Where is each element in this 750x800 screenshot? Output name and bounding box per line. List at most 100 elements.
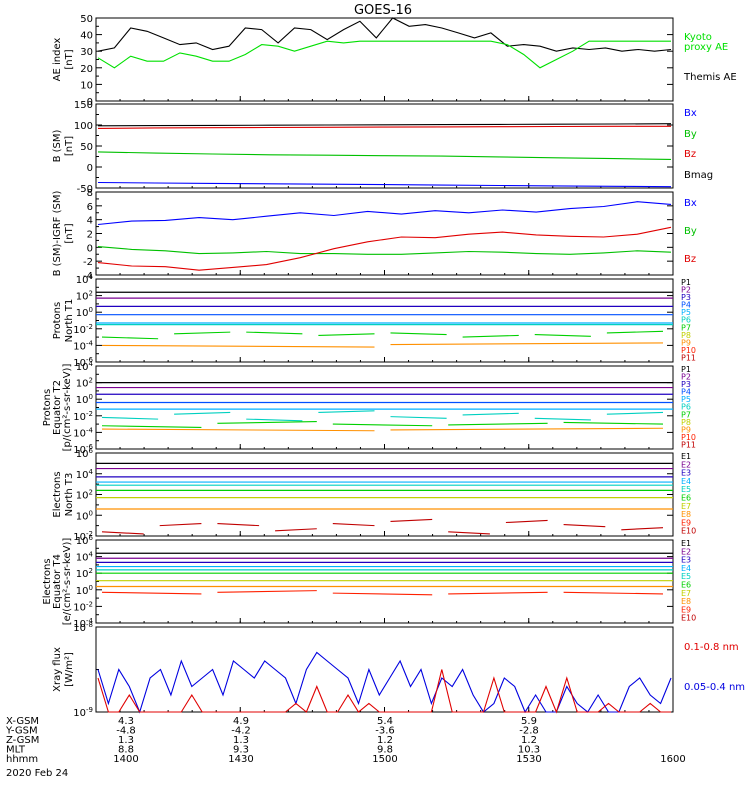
legend-pt1-p10: P10 [681, 346, 696, 355]
y-tick-label-bigrf-1: -2 [83, 257, 93, 268]
footer-value-hhmm-2: 1500 [372, 754, 397, 765]
series-et3-e10-seg-2 [217, 523, 260, 527]
series-pt2-p9-seg-0 [101, 428, 375, 432]
footer-value-y-gsm-0: -4.8 [116, 726, 136, 737]
legend-et3-e10: E10 [681, 527, 696, 536]
series-bsm-by [97, 151, 672, 160]
y-axis-label-xray-1: [W/m²] [64, 652, 75, 687]
legend-xray-0-05-0-4-nm: 0.05-0.4 nm [684, 682, 745, 693]
y-tick-label-bsm-2: 50 [80, 142, 93, 153]
series-et3-e10-seg-4 [332, 523, 375, 527]
y-tick-label-bigrf-0: -4 [83, 271, 93, 282]
y-axis-label-ae-0: AE index [52, 38, 63, 82]
panel-frame-ae [95, 17, 674, 102]
legend-et4-e7: E7 [681, 589, 691, 598]
legend-bsm-bx: Bx [684, 108, 697, 119]
y-tick-label-et3-4: 106 [76, 447, 94, 460]
y-axis-label-et3-1: North T3 [64, 473, 75, 517]
legend-ae-proxy-ae: proxy AE [684, 42, 728, 53]
series-ae-themis-ae [97, 17, 672, 52]
footer-value-hhmm-1: 1430 [228, 754, 253, 765]
series-pt2-p6-seg-0 [101, 416, 159, 420]
y-tick-label-bsm-0: -50 [77, 184, 93, 195]
y-axis-label-pt1-0: Protons [52, 302, 63, 339]
series-et3-e10-seg-8 [563, 524, 606, 528]
legend-pt1-p11: P11 [681, 353, 696, 362]
y-tick-label-bsm-1: 0 [87, 163, 93, 174]
series-pt2-p6-seg-3 [318, 410, 375, 414]
legend-pt2-p1: P1 [681, 365, 691, 374]
y-axis-label-bsm-1: [nT] [64, 136, 75, 156]
footer-label-x-gsm: X-GSM [6, 716, 39, 727]
y-tick-label-bsm-3: 100 [74, 121, 93, 132]
y-axis-label-et4-0: Electrons [42, 558, 53, 604]
footer-value-x-gsm-1: 4.9 [233, 716, 249, 727]
y-tick-label-pt1-3: 100 [76, 306, 93, 319]
y-axis-label-pt2-1: Equator T2 [52, 380, 63, 435]
series-et4-e9-seg-1 [217, 590, 317, 593]
y-axis-label-bsm-0: B (SM) [52, 129, 63, 162]
series-pt2-p6-seg-7 [606, 411, 664, 415]
y-tick-label-bigrf-5: 6 [87, 202, 93, 213]
legend-et4-e4: E4 [681, 564, 691, 573]
footer-value-z-gsm-0: 1.3 [118, 735, 134, 746]
footer-label-z-gsm: Z-GSM [6, 735, 39, 746]
y-tick-label-pt2-0: 10-6 [73, 443, 93, 456]
y-tick-label-et4-0: 10-4 [73, 617, 93, 630]
footer-value-mlt-3: 10.3 [518, 745, 540, 756]
legend-pt2-p3: P3 [681, 380, 691, 389]
legend-et4-e3: E3 [681, 556, 691, 565]
legend-et3-e4: E4 [681, 477, 691, 486]
y-axis-label-ae-1: [nT] [64, 49, 75, 69]
legend-bsm-by: By [684, 129, 697, 140]
y-tick-label-pt2-3: 100 [76, 393, 93, 406]
footer-value-z-gsm-3: 1.2 [521, 735, 537, 746]
footer-value-x-gsm-3: 5.9 [521, 716, 537, 727]
panel-frame-xray [95, 626, 674, 713]
y-tick-label-ae-2: 20 [80, 64, 93, 75]
footer-value-hhmm-4: 1600 [660, 754, 685, 765]
series-pt1-p7-seg-5 [462, 334, 519, 338]
series-et3-e10-seg-1 [159, 523, 202, 527]
y-tick-label-ae-5: 50 [80, 14, 93, 25]
series-et3-e10-seg-6 [448, 531, 490, 535]
series-pt1-p9-seg-0 [101, 344, 375, 348]
footer-value-y-gsm-3: -2.8 [519, 726, 539, 737]
series-pt2-p6-seg-4 [390, 416, 447, 419]
footer-date: 2020 Feb 24 [6, 768, 68, 779]
y-tick-label-bigrf-6: 8 [87, 188, 93, 199]
y-tick-label-et4-3: 102 [76, 567, 93, 580]
footer-label-y-gsm: Y-GSM [5, 726, 38, 737]
legend-pt1-p3: P3 [681, 293, 691, 302]
legend-pt2-p10: P10 [681, 433, 696, 442]
legend-bigrf-bz: Bz [684, 254, 696, 265]
series-bsm-bz [97, 125, 671, 129]
series-pt1-p9-seg-1 [390, 342, 664, 346]
y-tick-label-et3-1: 100 [76, 509, 93, 522]
legend-pt2-p11: P11 [681, 440, 696, 449]
y-tick-label-ae-0: 0 [87, 97, 93, 108]
legend-pt2-p9: P9 [681, 425, 691, 434]
y-tick-label-et3-0: 10-2 [73, 530, 93, 543]
y-tick-label-bigrf-2: 0 [87, 243, 93, 254]
legend-pt1-p7: P7 [681, 323, 691, 332]
legend-et3-e3: E3 [681, 469, 691, 478]
series-pt2-p7-seg-0 [101, 425, 202, 428]
series-et3-e10-seg-5 [390, 518, 433, 523]
series-pt2-p6-seg-1 [174, 411, 231, 415]
footer-value-z-gsm-1: 1.3 [233, 735, 249, 746]
y-axis-label-et4-1: Equator T4 [52, 554, 63, 609]
y-tick-label-pt1-5: 104 [76, 273, 94, 286]
y-tick-label-pt1-2: 10-2 [73, 323, 93, 336]
y-axis-label-pt2-0: Protons [42, 389, 53, 426]
series-pt2-p7-seg-1 [217, 421, 317, 424]
y-tick-label-xray-0: 10-9 [73, 706, 93, 719]
y-tick-label-xray-1: 10-8 [73, 621, 93, 634]
series-pt1-p7-seg-6 [534, 334, 591, 337]
y-tick-label-pt1-0: 10-6 [73, 356, 93, 369]
y-tick-label-bigrf-4: 4 [87, 216, 93, 227]
footer-value-x-gsm-2: 5.4 [377, 716, 393, 727]
series-et4-e9-seg-2 [332, 592, 433, 596]
panel-frame-et4 [95, 539, 674, 624]
